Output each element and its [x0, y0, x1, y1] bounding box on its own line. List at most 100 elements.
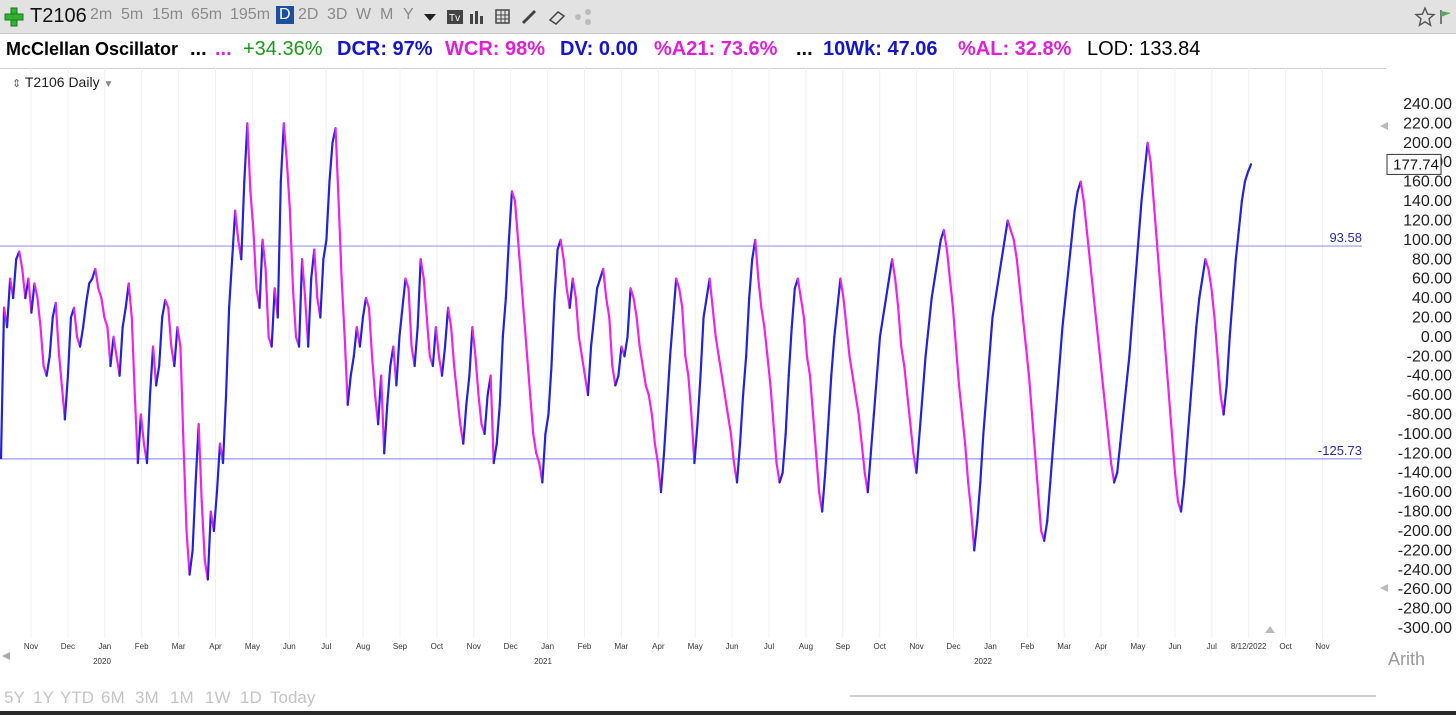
chart-area[interactable]: 93.58-125.73 240.00220.00200.00180.00160…: [0, 68, 1456, 683]
timeframe-5m[interactable]: 5m: [121, 6, 144, 23]
series-segment: [176, 326, 182, 348]
series-segment: [85, 282, 91, 305]
timeframe-m[interactable]: M: [380, 6, 394, 23]
series-segment: [106, 326, 112, 368]
series-segment: [708, 277, 714, 309]
indicator-name[interactable]: McClellan Oscillator: [6, 39, 179, 59]
x-tick-label: Dec: [61, 642, 75, 651]
series-segment: [784, 374, 790, 436]
series-segment: [483, 394, 489, 436]
series-segment: [188, 549, 194, 576]
text-tool-icon[interactable]: Tv: [446, 8, 464, 26]
series-segment: [215, 442, 222, 494]
y-tick-label: -200.00: [1398, 523, 1452, 540]
series-segment: [757, 277, 763, 309]
pane-label[interactable]: ⇕ T2106 Daily ▼: [12, 74, 113, 90]
series-segment: [915, 432, 921, 474]
series-segment: [401, 277, 407, 309]
y-axis: 240.00220.00200.00180.00160.00140.00120.…: [1380, 96, 1452, 637]
series-segment: [1097, 345, 1104, 377]
x-tick-label: Jan: [984, 642, 997, 651]
series-segment: [827, 374, 833, 426]
add-symbol-icon[interactable]: [4, 7, 24, 27]
series-segment: [1073, 190, 1079, 212]
period-1w[interactable]: 1W: [205, 688, 231, 707]
bottom-rule: [0, 711, 1456, 715]
timeframe-2m[interactable]: 2m: [90, 6, 113, 23]
series-segment: [854, 394, 860, 416]
pencil-icon[interactable]: [520, 8, 538, 26]
eraser-icon[interactable]: [548, 8, 566, 26]
x-tick-label: Jul: [764, 642, 774, 651]
period-1d[interactable]: 1D: [240, 688, 262, 707]
x-tick-label: Apr: [652, 642, 665, 651]
x-tick-label: Jan: [541, 642, 554, 651]
timeframe-y[interactable]: Y: [403, 6, 414, 23]
scale-mode[interactable]: Arith: [1388, 649, 1426, 669]
period-today[interactable]: Today: [270, 688, 316, 707]
series-segment: [139, 413, 146, 445]
series-segment: [617, 345, 623, 377]
series-segment: [300, 258, 307, 300]
series-segment: [967, 481, 973, 513]
series-segment: [897, 306, 903, 348]
grid-icon[interactable]: [494, 8, 512, 26]
series-segment: [662, 403, 669, 455]
timeframe-d[interactable]: D: [276, 6, 294, 24]
series-segment: [179, 345, 185, 445]
star-icon[interactable]: [1414, 6, 1436, 28]
timeframe-2d[interactable]: 2D: [298, 6, 319, 23]
series-segment: [842, 296, 848, 329]
series-segment: [802, 316, 809, 358]
series-segment: [1173, 471, 1180, 503]
series-segment: [814, 452, 821, 494]
period-ytd[interactable]: YTD: [60, 688, 94, 707]
series-segment: [151, 345, 158, 387]
symbol-name[interactable]: T2106: [30, 5, 87, 27]
period-5y[interactable]: 5Y: [4, 688, 25, 707]
series-segment: [337, 199, 343, 280]
x-tick-label: Jul: [1207, 642, 1217, 651]
series-segment: [453, 364, 459, 397]
series-segment: [450, 326, 456, 368]
chevron-down-icon[interactable]: ▼: [103, 79, 114, 90]
series-segment: [574, 296, 580, 338]
flag-icon[interactable]: [1438, 8, 1456, 26]
dropdown-caret-icon[interactable]: [421, 8, 439, 26]
series-segment: [367, 306, 374, 358]
y-tick-label: 40.00: [1412, 290, 1452, 307]
series-segment: [836, 277, 842, 309]
y-tick-label: 120.00: [1403, 212, 1452, 229]
series-segment: [501, 296, 507, 338]
scrollbar[interactable]: [850, 695, 1376, 697]
period-1m[interactable]: 1M: [170, 688, 194, 707]
series-segment: [1082, 199, 1088, 232]
reference-line-label: -125.73: [1318, 443, 1362, 458]
timeframe-15m[interactable]: 15m: [152, 6, 184, 23]
period-3m[interactable]: 3M: [135, 688, 159, 707]
y-tick-label: -180.00: [1398, 504, 1452, 521]
series-segment: [1134, 238, 1140, 280]
series-segment: [994, 277, 1000, 300]
timeframe-w[interactable]: W: [356, 6, 372, 23]
timeframe-195m[interactable]: 195m: [230, 6, 271, 23]
timeframe-65m[interactable]: 65m: [191, 6, 223, 23]
series-segment: [979, 432, 985, 484]
y-tick-label: 20.00: [1412, 309, 1452, 326]
series-segment: [1140, 170, 1146, 203]
series-segment: [1192, 326, 1198, 368]
updown-arrows-icon[interactable]: ⇕: [12, 78, 22, 90]
bar-chart-icon[interactable]: [468, 8, 486, 26]
x-tick-label: Feb: [578, 642, 592, 651]
series-segment: [1237, 199, 1243, 232]
series-segment: [161, 298, 167, 319]
period-1y[interactable]: 1Y: [33, 688, 54, 707]
share-icon[interactable]: [574, 8, 592, 26]
series-segment: [422, 277, 428, 319]
timeframe-3d[interactable]: 3D: [327, 6, 348, 23]
series-segment: [1125, 355, 1131, 387]
10wk-value: 10Wk: 47.06: [823, 38, 938, 60]
series-segment: [1085, 229, 1091, 261]
series-segment: [404, 277, 410, 290]
period-6m[interactable]: 6M: [101, 688, 125, 707]
